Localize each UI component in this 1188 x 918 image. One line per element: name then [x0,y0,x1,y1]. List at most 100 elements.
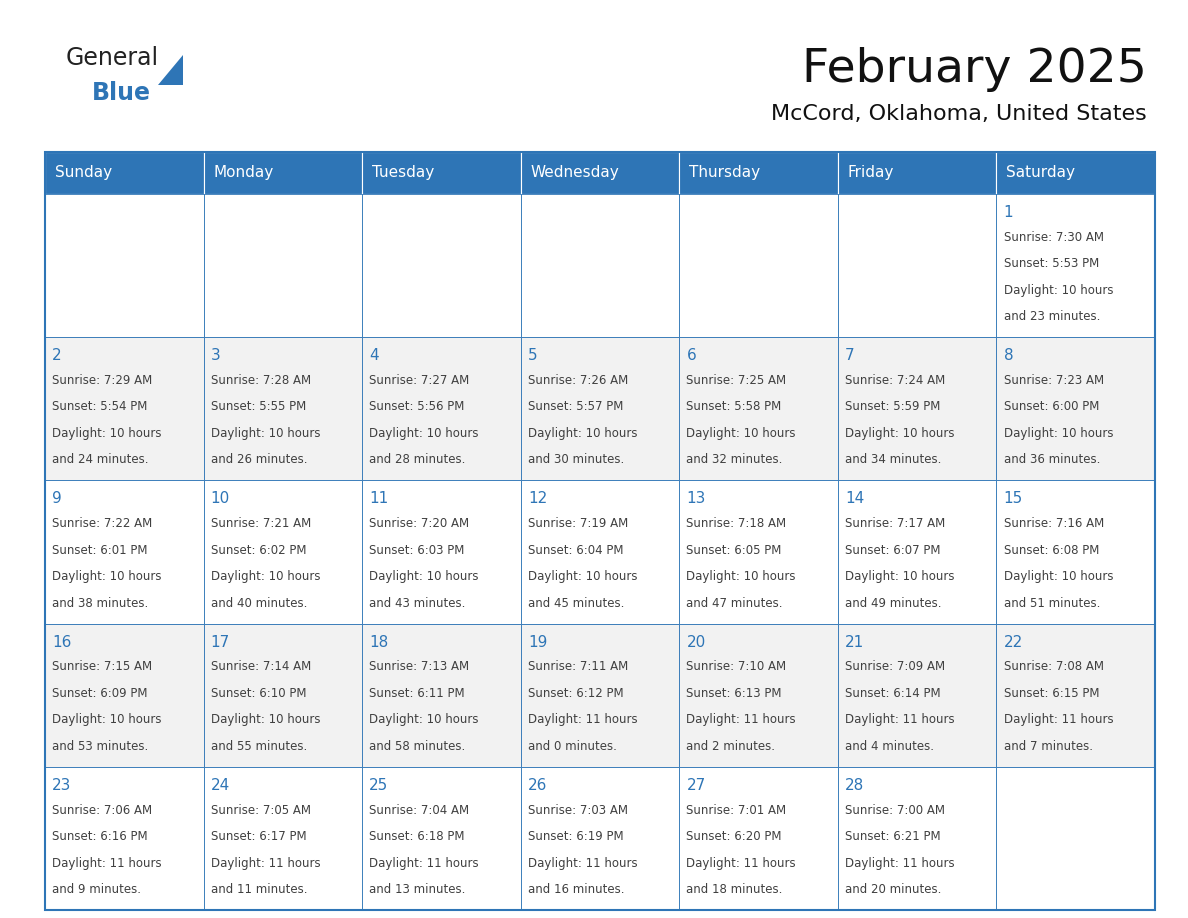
Bar [680,337,838,480]
Text: Daylight: 10 hours: Daylight: 10 hours [52,427,162,440]
Text: Thursday: Thursday [689,165,760,181]
Text: 16: 16 [52,634,71,650]
Text: and 51 minutes.: and 51 minutes. [1004,597,1100,610]
Text: Daylight: 11 hours: Daylight: 11 hours [52,856,162,869]
Text: and 47 minutes.: and 47 minutes. [687,597,783,610]
Text: Daylight: 10 hours: Daylight: 10 hours [369,713,479,726]
Bar [45,152,1155,910]
Bar [520,337,680,480]
Text: Sunrise: 7:13 AM: Sunrise: 7:13 AM [369,660,469,673]
Text: Saturday: Saturday [1006,165,1075,181]
Text: and 20 minutes.: and 20 minutes. [845,883,941,896]
Text: and 28 minutes.: and 28 minutes. [369,453,466,466]
Text: Sunset: 6:04 PM: Sunset: 6:04 PM [527,543,624,556]
Text: Sunset: 6:12 PM: Sunset: 6:12 PM [527,687,624,700]
Text: Sunset: 6:18 PM: Sunset: 6:18 PM [369,830,465,843]
Text: 12: 12 [527,491,548,507]
Bar [362,623,520,767]
Text: Daylight: 10 hours: Daylight: 10 hours [687,427,796,440]
Text: Sunset: 6:15 PM: Sunset: 6:15 PM [1004,687,1099,700]
Bar [838,480,997,623]
Text: Sunrise: 7:24 AM: Sunrise: 7:24 AM [845,374,946,386]
Text: and 53 minutes.: and 53 minutes. [52,740,148,753]
Text: Daylight: 10 hours: Daylight: 10 hours [527,570,637,583]
Text: Sunset: 6:21 PM: Sunset: 6:21 PM [845,830,941,843]
Text: Sunset: 6:07 PM: Sunset: 6:07 PM [845,543,941,556]
Text: Sunset: 6:05 PM: Sunset: 6:05 PM [687,543,782,556]
Bar [680,767,838,910]
Text: Daylight: 11 hours: Daylight: 11 hours [1004,713,1113,726]
Text: 24: 24 [210,778,230,793]
Text: 2: 2 [52,348,62,364]
Text: Sunrise: 7:10 AM: Sunrise: 7:10 AM [687,660,786,673]
Text: and 7 minutes.: and 7 minutes. [1004,740,1093,753]
Text: Sunrise: 7:27 AM: Sunrise: 7:27 AM [369,374,469,386]
Text: 26: 26 [527,778,548,793]
Bar [203,480,362,623]
Text: and 4 minutes.: and 4 minutes. [845,740,934,753]
Bar [45,480,203,623]
Text: Daylight: 10 hours: Daylight: 10 hours [210,427,321,440]
Text: February 2025: February 2025 [802,47,1146,92]
Bar [520,480,680,623]
Bar [362,337,520,480]
Text: Sunset: 6:20 PM: Sunset: 6:20 PM [687,830,782,843]
Text: 28: 28 [845,778,864,793]
Bar [997,194,1155,337]
Text: and 24 minutes.: and 24 minutes. [52,453,148,466]
Bar [203,767,362,910]
Polygon shape [158,55,183,85]
Text: Sunset: 6:14 PM: Sunset: 6:14 PM [845,687,941,700]
Text: Sunday: Sunday [55,165,112,181]
Bar [362,480,520,623]
Text: Daylight: 10 hours: Daylight: 10 hours [52,713,162,726]
Text: Sunset: 5:54 PM: Sunset: 5:54 PM [52,400,147,413]
Text: Sunset: 5:58 PM: Sunset: 5:58 PM [687,400,782,413]
Text: Sunset: 6:00 PM: Sunset: 6:00 PM [1004,400,1099,413]
Text: Sunrise: 7:08 AM: Sunrise: 7:08 AM [1004,660,1104,673]
Bar [838,194,997,337]
Text: Tuesday: Tuesday [372,165,434,181]
Text: 23: 23 [52,778,71,793]
Text: Sunset: 6:01 PM: Sunset: 6:01 PM [52,543,147,556]
Text: and 13 minutes.: and 13 minutes. [369,883,466,896]
Text: Sunset: 6:11 PM: Sunset: 6:11 PM [369,687,465,700]
Text: and 18 minutes.: and 18 minutes. [687,883,783,896]
Text: Sunset: 5:57 PM: Sunset: 5:57 PM [527,400,624,413]
Bar [520,767,680,910]
Bar [45,767,203,910]
Text: 9: 9 [52,491,62,507]
Text: Blue: Blue [91,81,151,105]
Text: and 0 minutes.: and 0 minutes. [527,740,617,753]
Text: 4: 4 [369,348,379,364]
Bar [838,767,997,910]
Bar [45,623,203,767]
Text: Daylight: 10 hours: Daylight: 10 hours [527,427,637,440]
Text: and 26 minutes.: and 26 minutes. [210,453,308,466]
Bar [362,767,520,910]
Text: 11: 11 [369,491,388,507]
Text: and 2 minutes.: and 2 minutes. [687,740,776,753]
Text: Sunrise: 7:25 AM: Sunrise: 7:25 AM [687,374,786,386]
Text: Sunrise: 7:17 AM: Sunrise: 7:17 AM [845,517,946,530]
Bar [838,337,997,480]
Text: 19: 19 [527,634,548,650]
Text: 3: 3 [210,348,221,364]
Bar [203,623,362,767]
Text: 6: 6 [687,348,696,364]
Text: Daylight: 10 hours: Daylight: 10 hours [52,570,162,583]
Bar [680,194,838,337]
Text: 7: 7 [845,348,854,364]
Text: Sunset: 6:17 PM: Sunset: 6:17 PM [210,830,307,843]
Bar [838,623,997,767]
Text: and 45 minutes.: and 45 minutes. [527,597,624,610]
Text: 22: 22 [1004,634,1023,650]
Text: Sunset: 6:02 PM: Sunset: 6:02 PM [210,543,307,556]
Bar [203,194,362,337]
Text: Sunrise: 7:11 AM: Sunrise: 7:11 AM [527,660,628,673]
Bar [997,152,1155,194]
Text: 1: 1 [1004,205,1013,220]
Text: Sunrise: 7:19 AM: Sunrise: 7:19 AM [527,517,628,530]
Text: Sunrise: 7:04 AM: Sunrise: 7:04 AM [369,803,469,816]
Text: 20: 20 [687,634,706,650]
